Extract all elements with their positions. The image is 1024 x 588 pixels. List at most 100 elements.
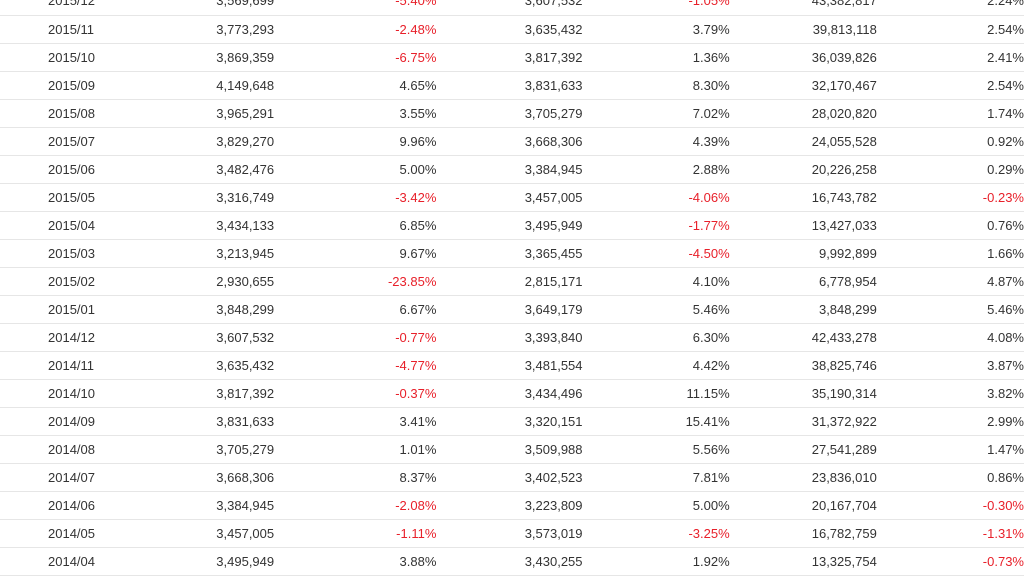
cell-change-c: 3.87% [876,351,1024,380]
cell-cumulative: 9,992,899 [729,239,877,268]
cell-value-b: 3,635,432 [436,15,583,44]
table-row: 2014/08 3,705,279 1.01% 3,509,988 5.56% 27,54… [0,435,1024,464]
cell-month: 2014/04 [0,547,121,576]
cell-change-a: 3.41% [274,407,437,436]
cell-value-b: 3,509,988 [436,435,583,464]
table-row: 2015/04 3,434,133 6.85% 3,495,949 -1.77% 13,4… [0,211,1024,240]
cell-change-c: 1.74% [876,99,1024,128]
cell-change-c: 2.41% [876,43,1024,72]
cell-change-b: -3.25% [582,519,730,548]
cell-month: 2015/10 [0,43,121,72]
table-row: 2014/06 3,384,945 -2.08% 3,223,809 5.00% 20,1… [0,491,1024,520]
cell-change-c: 2.99% [876,407,1024,436]
table-row: 2015/03 3,213,945 9.67% 3,365,455 -4.50% 9,99… [0,239,1024,268]
cell-change-a: 9.67% [274,239,437,268]
table-row: 2015/07 3,829,270 9.96% 3,668,306 4.39% 24,05… [0,127,1024,156]
table-row: 2015/06 3,482,476 5.00% 3,384,945 2.88% 20,22… [0,155,1024,184]
cell-value-b: 3,607,532 [436,0,583,16]
cell-cumulative: 32,170,467 [729,71,877,100]
cell-value-a: 3,773,293 [120,15,275,44]
cell-cumulative: 20,226,258 [729,155,877,184]
cell-cumulative: 27,541,289 [729,435,877,464]
cell-month: 2014/05 [0,519,121,548]
cell-change-a: 6.67% [274,295,437,324]
cell-value-b: 3,434,496 [436,379,583,408]
cell-value-a: 3,607,532 [120,323,275,352]
cell-month: 2015/08 [0,99,121,128]
cell-value-b: 3,402,523 [436,463,583,492]
cell-value-b: 3,430,255 [436,547,583,576]
cell-change-b: 1.36% [582,43,730,72]
cell-value-a: 3,848,299 [120,295,275,324]
cell-month: 2015/02 [0,267,121,296]
cell-cumulative: 39,813,118 [729,15,877,44]
cell-change-b: 7.81% [582,463,730,492]
cell-change-b: -1.05% [582,0,730,16]
cell-value-b: 3,817,392 [436,43,583,72]
cell-change-a: -5.40% [274,0,437,16]
cell-change-c: 0.29% [876,155,1024,184]
cell-month: 2015/06 [0,155,121,184]
cell-change-c: 5.46% [876,295,1024,324]
cell-change-a: 8.37% [274,463,437,492]
cell-change-b: 2.88% [582,155,730,184]
cell-change-a: 5.00% [274,155,437,184]
cell-change-a: -2.48% [274,15,437,44]
cell-change-a: -23.85% [274,267,437,296]
cell-change-c: 1.47% [876,435,1024,464]
table-row: 2014/11 3,635,432 -4.77% 3,481,554 4.42% 38,8… [0,351,1024,380]
cell-value-a: 3,965,291 [120,99,275,128]
cell-change-c: -1.31% [876,519,1024,548]
table-row: 2015/09 4,149,648 4.65% 3,831,633 8.30% 32,17… [0,71,1024,100]
table-row: 2015/05 3,316,749 -3.42% 3,457,005 -4.06% 16,… [0,183,1024,212]
cell-month: 2014/10 [0,379,121,408]
cell-month: 2015/05 [0,183,121,212]
cell-value-b: 3,649,179 [436,295,583,324]
cell-change-c: 0.92% [876,127,1024,156]
cell-change-a: 1.01% [274,435,437,464]
cell-value-a: 4,149,648 [120,71,275,100]
cell-value-a: 3,569,699 [120,0,275,16]
cell-change-b: 7.02% [582,99,730,128]
cell-change-a: -1.11% [274,519,437,548]
cell-change-c: 4.87% [876,267,1024,296]
cell-month: 2015/11 [0,15,121,44]
cell-value-a: 3,705,279 [120,435,275,464]
cell-month: 2015/09 [0,71,121,100]
table-row: 2015/02 2,930,655 -23.85% 2,815,171 4.10% 6,7… [0,267,1024,296]
cell-value-a: 3,668,306 [120,463,275,492]
cell-change-c: -0.23% [876,183,1024,212]
cell-value-b: 2,815,171 [436,267,583,296]
table-row: 2015/12 3,569,699 -5.40% 3,607,532 -1.05% 43,… [0,0,1024,16]
cell-change-b: 1.92% [582,547,730,576]
cell-value-b: 3,481,554 [436,351,583,380]
cell-change-a: -2.08% [274,491,437,520]
cell-cumulative: 38,825,746 [729,351,877,380]
cell-value-a: 2,930,655 [120,267,275,296]
table-row: 2014/12 3,607,532 -0.77% 3,393,840 6.30% 42,4… [0,323,1024,352]
cell-value-b: 3,384,945 [436,155,583,184]
cell-change-b: -1.77% [582,211,730,240]
cell-change-b: 4.39% [582,127,730,156]
cell-change-b: 3.79% [582,15,730,44]
cell-value-b: 3,393,840 [436,323,583,352]
cell-month: 2015/07 [0,127,121,156]
cell-change-c: 0.86% [876,463,1024,492]
cell-value-a: 3,316,749 [120,183,275,212]
cell-change-a: -6.75% [274,43,437,72]
cell-month: 2015/03 [0,239,121,268]
cell-value-b: 3,573,019 [436,519,583,548]
cell-cumulative: 23,836,010 [729,463,877,492]
cell-value-b: 3,365,455 [436,239,583,268]
cell-change-a: 4.65% [274,71,437,100]
cell-month: 2014/08 [0,435,121,464]
cell-cumulative: 43,382,817 [729,0,877,16]
cell-change-c: 1.66% [876,239,1024,268]
cell-change-c: 4.08% [876,323,1024,352]
cell-cumulative: 24,055,528 [729,127,877,156]
cell-change-b: 4.10% [582,267,730,296]
table-row: 2014/10 3,817,392 -0.37% 3,434,496 11.15% 35,… [0,379,1024,408]
cell-change-a: -0.77% [274,323,437,352]
cell-cumulative: 28,020,820 [729,99,877,128]
cell-change-a: -0.37% [274,379,437,408]
